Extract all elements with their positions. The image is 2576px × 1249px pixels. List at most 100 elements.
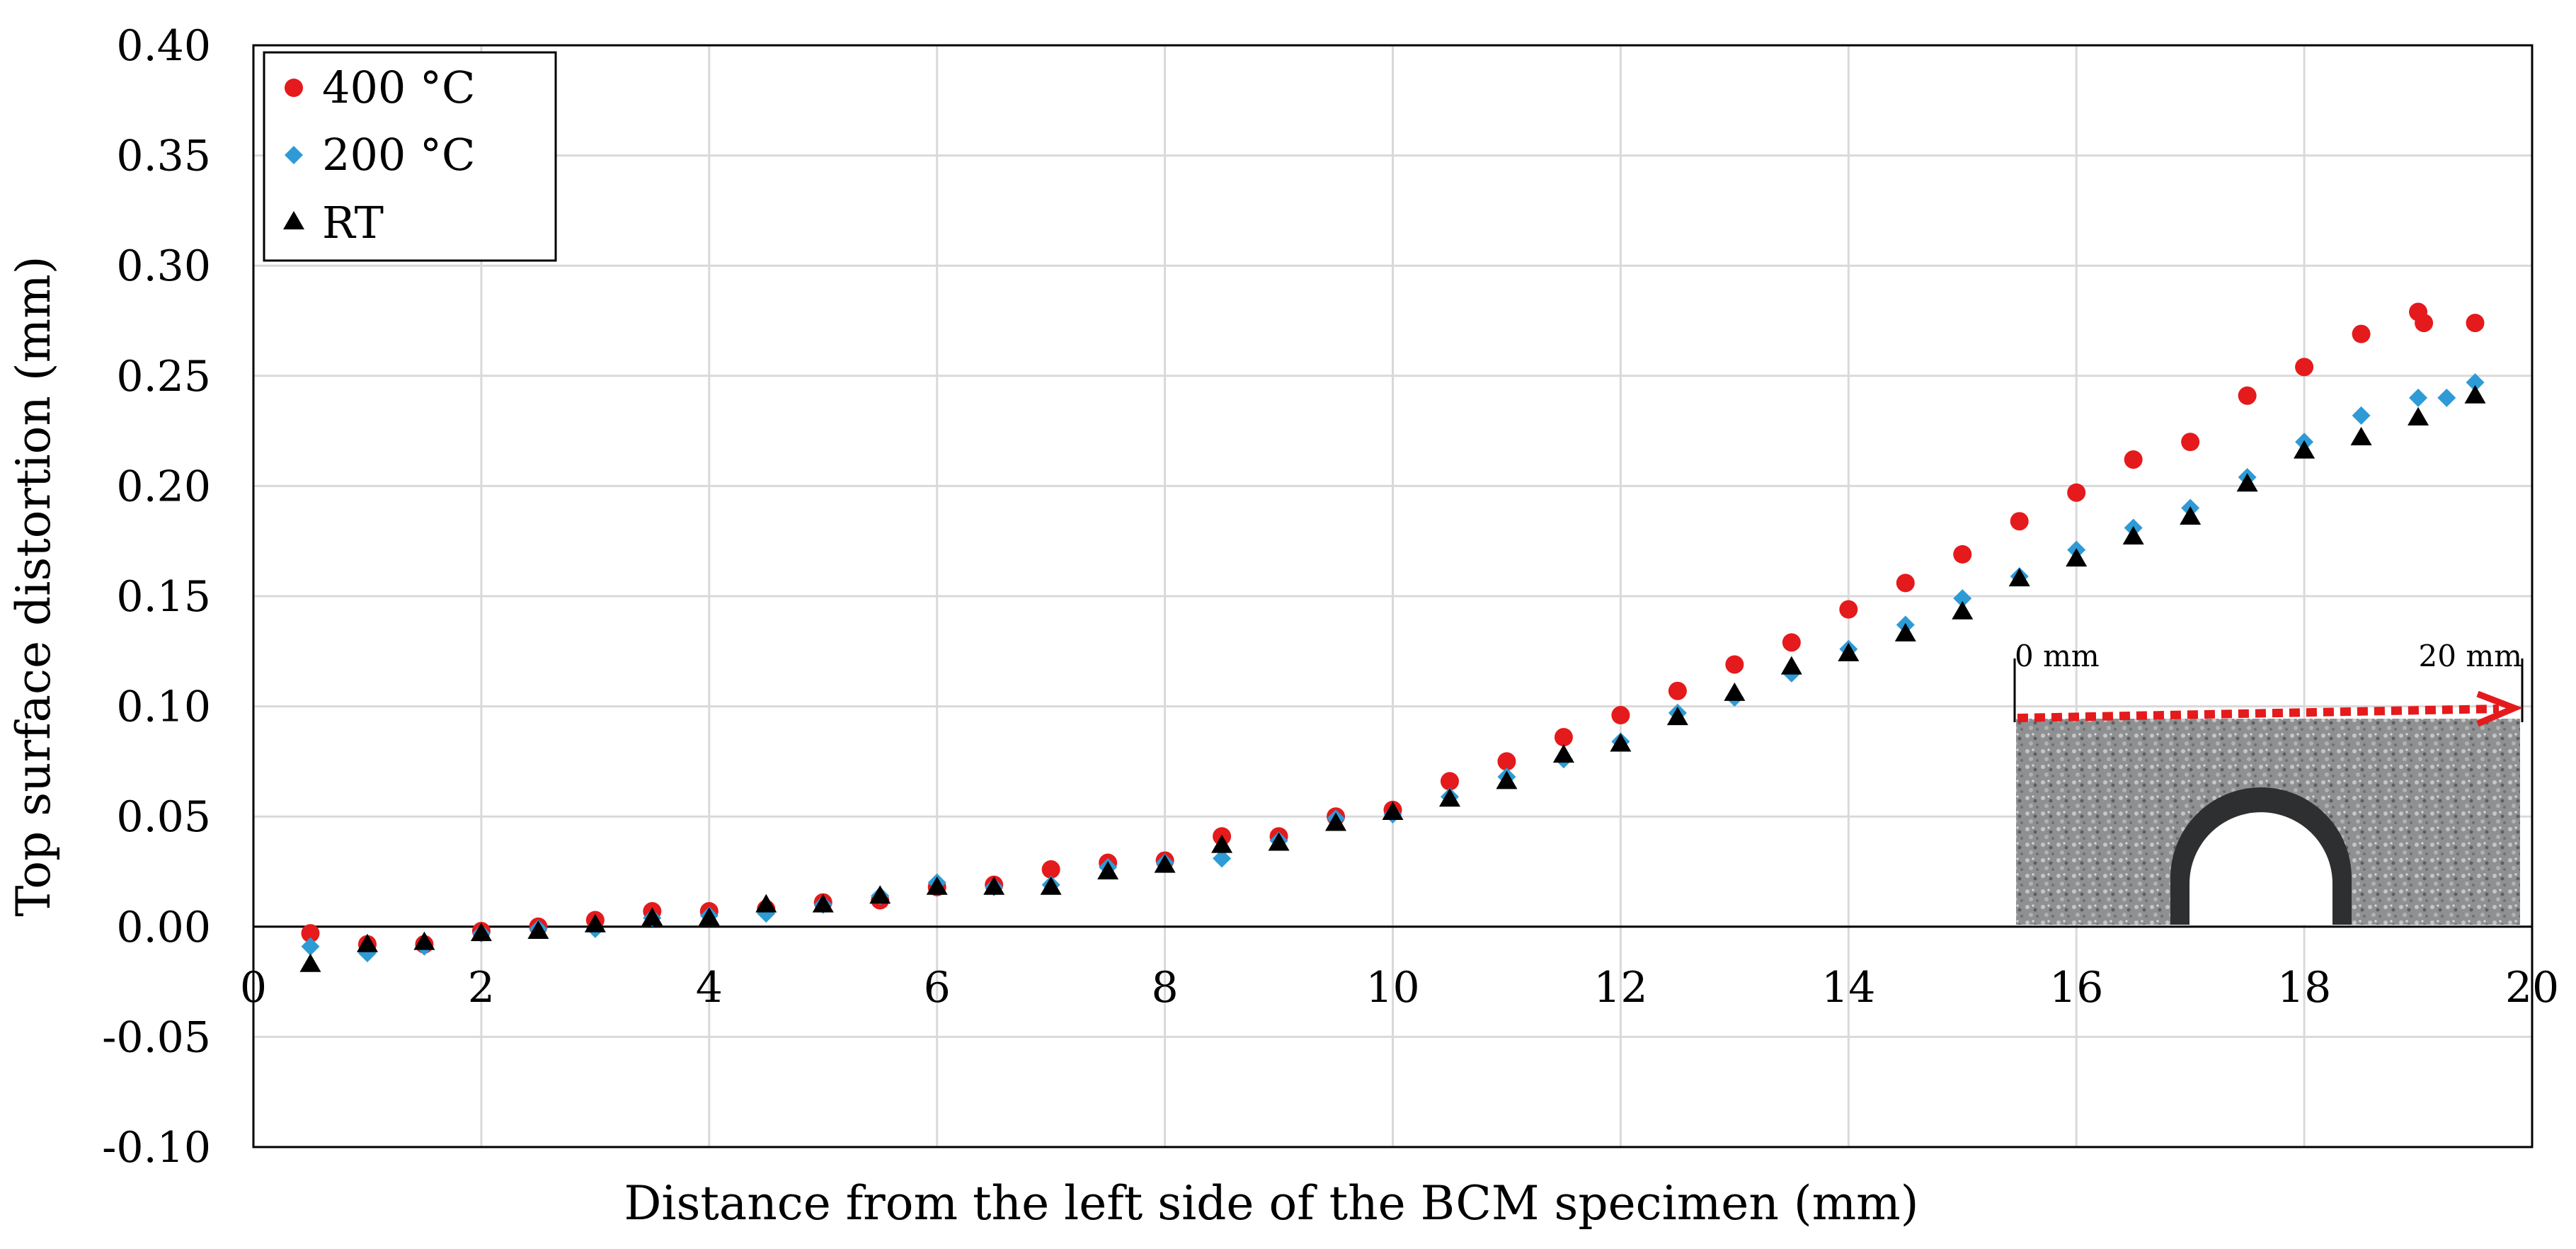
data-point — [1213, 849, 1232, 868]
y-tick-label: 0.40 — [116, 21, 211, 71]
data-point — [1440, 772, 1459, 791]
data-point — [1668, 681, 1687, 700]
data-point — [2408, 406, 2429, 426]
data-point — [1154, 854, 1176, 873]
data-point — [1953, 589, 1972, 608]
x-tick-label: 14 — [1821, 963, 1875, 1013]
data-points — [299, 302, 2486, 972]
data-point — [1894, 622, 1916, 641]
data-point — [2181, 433, 2200, 452]
y-tick-labels: 0.40 0.35 0.30 0.25 0.20 0.15 0.10 0.05 0.00 -0.0… — [102, 21, 211, 1173]
x-tick-label: 8 — [1152, 963, 1179, 1013]
data-point — [755, 894, 777, 913]
data-point — [2294, 440, 2315, 459]
data-point — [1839, 600, 1858, 619]
y-tick-label: 0.30 — [116, 241, 211, 291]
data-point — [2010, 512, 2029, 531]
data-point — [1896, 574, 1915, 593]
inset-label-end: 20 mm — [2419, 639, 2522, 673]
data-point — [1952, 600, 1974, 620]
specimen-inset-photo: 0 mm 20 mm — [2013, 639, 2524, 925]
data-point — [1496, 770, 1518, 789]
data-point — [1040, 876, 1062, 895]
data-point — [299, 953, 321, 972]
data-point — [2409, 388, 2428, 407]
legend-box — [263, 51, 557, 262]
data-point — [527, 920, 549, 940]
data-point — [1041, 860, 1060, 879]
data-point — [812, 894, 834, 913]
x-tick-label: 0 — [240, 963, 267, 1013]
data-point — [1780, 656, 1802, 675]
data-point — [2238, 386, 2257, 405]
x-tick-label: 18 — [2277, 963, 2331, 1013]
x-tick-label: 2 — [468, 963, 495, 1013]
data-point — [1552, 744, 1574, 763]
legend: 400 °C 200 °C RT — [263, 51, 557, 262]
grid-lines — [253, 45, 2532, 1147]
data-point — [2466, 373, 2485, 392]
x-tick-label: 10 — [1366, 963, 1419, 1013]
data-point — [1724, 682, 1746, 701]
data-point — [1211, 834, 1233, 853]
y-tick-label: 0.00 — [116, 903, 211, 952]
data-point — [2415, 314, 2434, 333]
data-point — [983, 876, 1005, 895]
data-point — [1268, 832, 1290, 851]
data-point — [301, 924, 320, 943]
data-point — [2464, 384, 2486, 404]
y-tick-label: 0.15 — [116, 572, 211, 622]
legend-label-200c: 200 °C — [322, 129, 476, 181]
data-point — [1782, 633, 1801, 652]
data-point — [2437, 388, 2456, 407]
data-point — [1610, 733, 1632, 752]
data-point — [2352, 406, 2371, 425]
legend-marker-rt — [283, 211, 304, 229]
x-tick-label: 16 — [2049, 963, 2103, 1013]
data-point — [1097, 861, 1119, 879]
data-point — [2124, 450, 2143, 469]
data-point — [413, 931, 435, 950]
arrow-head-icon — [2476, 690, 2524, 727]
legend-marker-200c — [285, 146, 303, 164]
y-axis-title: Top surface distortion (mm) — [6, 256, 61, 916]
data-point — [2466, 314, 2485, 333]
data-point — [698, 907, 720, 926]
x-tick-label: 20 — [2505, 963, 2559, 1013]
data-point — [2067, 483, 2086, 502]
data-point — [470, 923, 492, 942]
data-point — [641, 907, 663, 926]
data-point — [2295, 358, 2314, 377]
y-tick-label: 0.20 — [116, 462, 211, 511]
data-point — [2066, 548, 2088, 567]
data-point — [301, 937, 320, 956]
x-tick-labels: 0 2 4 6 8 10 12 14 16 18 20 — [240, 963, 2559, 1013]
data-point — [1382, 801, 1404, 820]
y-tick-label: 0.10 — [116, 683, 211, 732]
data-point — [1497, 752, 1516, 771]
legend-label-rt: RT — [322, 197, 384, 249]
plot-area-frame — [252, 44, 2534, 1148]
y-tick-label: 0.05 — [116, 792, 211, 842]
inset-label-start: 0 mm — [2015, 639, 2100, 673]
data-point — [926, 876, 948, 895]
data-point — [1438, 788, 1460, 807]
specimen-arch-opening — [2189, 812, 2332, 925]
data-point — [1666, 707, 1688, 726]
legend-marker-400c — [285, 79, 303, 97]
y-tick-label: -0.05 — [102, 1013, 211, 1062]
data-point — [1725, 655, 1744, 674]
legend-label-400c: 400 °C — [322, 62, 476, 113]
series-rt — [299, 384, 2486, 972]
y-tick-label: 0.35 — [116, 132, 211, 181]
y-tick-label: 0.25 — [116, 352, 211, 401]
y-tick-label: -0.10 — [102, 1123, 211, 1173]
x-tick-label: 12 — [1593, 963, 1647, 1013]
data-point — [1611, 706, 1630, 725]
x-tick-label: 4 — [696, 963, 723, 1013]
data-point — [2350, 426, 2372, 445]
x-tick-label: 6 — [924, 963, 951, 1013]
data-point — [2352, 324, 2371, 343]
data-point — [1953, 544, 1972, 564]
data-point — [2236, 473, 2258, 492]
